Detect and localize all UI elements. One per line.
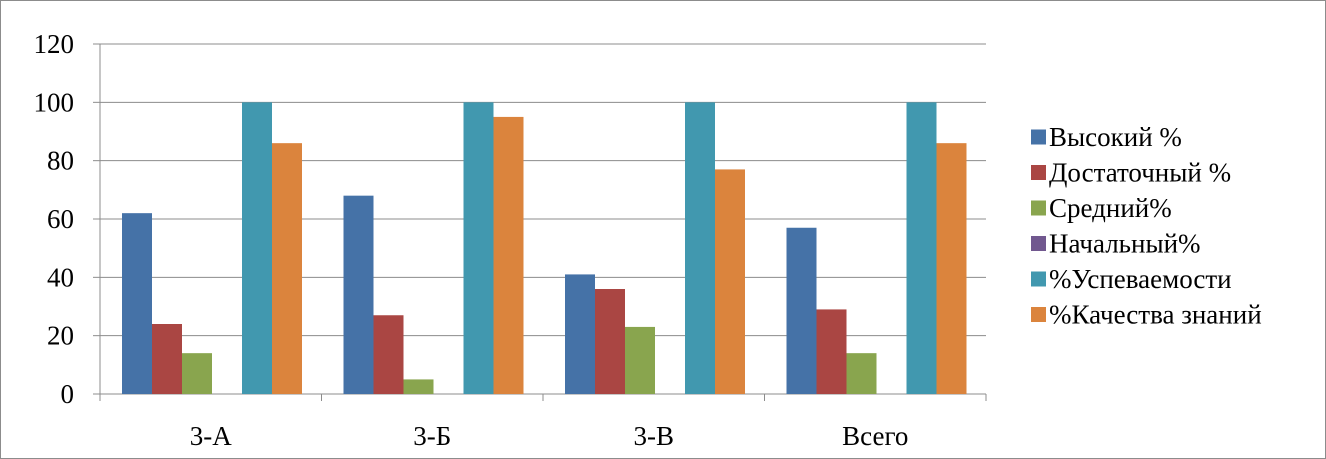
bar (715, 169, 745, 394)
y-tick-label: 100 (34, 87, 75, 117)
legend: Высокий % Достаточный % Средний% Начальный%… (1031, 122, 1262, 330)
axes (93, 43, 987, 401)
bar (565, 274, 595, 394)
legend-swatch (1031, 307, 1046, 322)
bar (846, 353, 877, 394)
y-tick-label: 0 (61, 379, 75, 409)
y-tick-label: 120 (34, 29, 75, 59)
bar (685, 102, 715, 394)
x-tick-label: 3-Б (413, 421, 451, 451)
x-tick-label: 3-А (190, 421, 232, 451)
axis-labels: 0 20 40 60 80 100 120 3-А 3-Б 3-В Всего (34, 29, 909, 451)
bar (343, 195, 374, 394)
legend-label: Высокий % (1049, 122, 1182, 152)
bar (403, 379, 434, 394)
bar (493, 116, 524, 395)
bar (122, 213, 152, 394)
bars (122, 102, 967, 395)
y-tick-label: 60 (47, 204, 74, 234)
bar (595, 289, 625, 394)
legend-label: Средний% (1049, 193, 1172, 223)
bar (786, 227, 817, 394)
y-tick-label: 20 (47, 321, 74, 351)
bar (272, 143, 302, 394)
legend-swatch (1031, 271, 1046, 287)
bar (625, 326, 655, 394)
legend-label: Начальный% (1049, 229, 1201, 259)
legend-swatch (1031, 200, 1046, 216)
bar (906, 102, 937, 394)
y-tick-label: 40 (47, 262, 74, 292)
legend-label: %Успеваемости (1049, 264, 1232, 294)
bar (182, 353, 212, 394)
legend-label: Достаточный % (1049, 158, 1231, 188)
bar (463, 102, 494, 394)
gridlines (100, 43, 986, 337)
y-tick-label: 80 (47, 146, 74, 176)
bar (373, 315, 404, 394)
bar (242, 102, 272, 394)
bar (152, 324, 182, 394)
legend-label: %Качества знаний (1049, 300, 1262, 330)
x-tick-label: Всего (842, 421, 908, 451)
bar (936, 143, 967, 394)
legend-swatch (1031, 236, 1046, 251)
legend-swatch (1031, 165, 1046, 180)
legend-swatch (1031, 129, 1046, 145)
x-tick-label: 3-В (634, 421, 675, 451)
bar (816, 309, 847, 394)
